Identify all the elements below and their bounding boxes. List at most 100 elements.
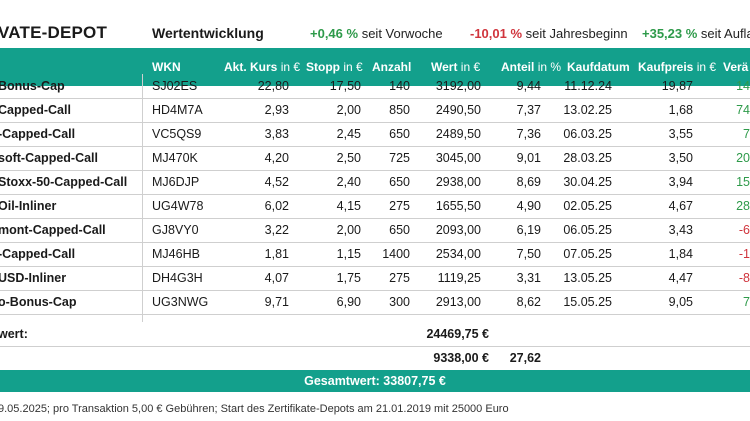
cell-wert: 3045,00: [435, 151, 481, 165]
cell-name: o-Bonus-Cap: [0, 295, 77, 309]
cell-anteil: 3,31: [516, 271, 541, 285]
cell-wert: 2938,00: [435, 175, 481, 189]
cell-name: -Capped-Call: [0, 127, 76, 141]
cell-datum: 15.05.25: [563, 295, 612, 309]
cash-percent: 27,62: [509, 351, 541, 365]
table-header: WKN Akt. Kurs in € Stopp in € Anzahl Wer…: [0, 48, 750, 86]
col-kaufpreis: Kaufpreis in €: [638, 60, 717, 74]
cell-anzahl: 275: [389, 271, 410, 285]
cell-datum: 11.12.24: [564, 79, 612, 93]
cell-ver: -8: [738, 271, 750, 285]
cell-preis: 9,05: [668, 295, 693, 309]
cash-value: 9338,00 €: [433, 351, 489, 365]
cash-row: 9338,00 € 27,62: [0, 346, 750, 371]
table-row: soft-Capped-Call MJ470K 4,20 2,50 725 3045,00…: [0, 146, 750, 171]
col-veraenderung: Verä: [723, 60, 749, 74]
launch-value: +35,23 %: [642, 26, 698, 41]
gesamtwert: Gesamtwert: 33807,75 €: [304, 374, 446, 388]
cell-name: Stoxx-50-Capped-Call: [0, 175, 128, 189]
depotwert-value: 24469,75 €: [426, 327, 489, 341]
table-row: Oil-Inliner UG4W78 6,02 4,15 275 1655,50 4,90 0…: [0, 194, 750, 219]
cell-ver: 20: [736, 151, 750, 165]
cell-kurs: 3,83: [264, 127, 289, 141]
depotwert-label: wert:: [0, 327, 28, 341]
cell-stopp: 1,75: [336, 271, 361, 285]
col-anteil: Anteil in %: [501, 60, 562, 74]
cell-preis: 4,67: [668, 199, 693, 213]
cell-wert: 2534,00: [435, 247, 481, 261]
cell-stopp: 17,50: [329, 79, 361, 93]
cell-wkn: UG4W78: [152, 199, 204, 213]
cell-datum: 07.05.25: [563, 247, 612, 261]
cell-anzahl: 650: [389, 127, 410, 141]
cell-wkn: MJ46HB: [152, 247, 200, 261]
week-text: seit Vorwoche: [361, 26, 443, 41]
name-column-divider: [142, 74, 143, 322]
cell-kurs: 4,20: [264, 151, 289, 165]
cell-ver: 14: [736, 79, 750, 93]
cell-anzahl: 140: [389, 79, 410, 93]
cell-anzahl: 1400: [382, 247, 410, 261]
cell-anteil: 9,44: [516, 79, 541, 93]
table-row: -Capped-Call MJ46HB 1,81 1,15 1400 2534,00 7,5…: [0, 242, 750, 267]
cell-ver: 7: [743, 295, 750, 309]
cell-preis: 4,47: [668, 271, 693, 285]
table-row: mont-Capped-Call GJ8VY0 3,22 2,00 650 2093,00…: [0, 218, 750, 243]
cell-datum: 06.03.25: [563, 127, 612, 141]
cell-wkn: UG3NWG: [152, 295, 209, 309]
cell-stopp: 1,15: [336, 247, 361, 261]
cell-wert: 2489,50: [435, 127, 481, 141]
cell-preis: 1,68: [668, 103, 693, 117]
cell-anzahl: 300: [389, 295, 410, 309]
cell-anteil: 7,37: [516, 103, 541, 117]
cell-anteil: 9,01: [516, 151, 541, 165]
cell-kurs: 3,22: [264, 223, 289, 237]
cell-wkn: MJ6DJP: [152, 175, 200, 189]
cell-kurs: 1,81: [264, 247, 289, 261]
cell-stopp: 2,40: [336, 175, 361, 189]
table-row: Capped-Call HD4M7A 2,93 2,00 850 2490,50 7,37 1…: [0, 98, 750, 123]
cell-wert: 1119,25: [437, 271, 481, 285]
cell-stopp: 2,45: [336, 127, 361, 141]
cell-name: Capped-Call: [0, 103, 71, 117]
performance-bar: VATE-DEPOT Wertentwicklung +0,46 % seit …: [0, 22, 750, 46]
col-stopp: Stopp in €: [306, 60, 363, 74]
cell-preis: 1,84: [668, 247, 693, 261]
ytd-performance: -10,01 % seit Jahresbeginn: [470, 26, 628, 41]
cell-preis: 3,50: [668, 151, 693, 165]
cell-wkn: VC5QS9: [152, 127, 202, 141]
cell-anteil: 4,90: [516, 199, 541, 213]
launch-performance: +35,23 % seit Aufla: [642, 26, 750, 41]
cell-wkn: MJ470K: [152, 151, 198, 165]
cell-anteil: 8,62: [516, 295, 541, 309]
cell-anteil: 6,19: [516, 223, 541, 237]
cell-anteil: 8,69: [516, 175, 541, 189]
cell-wert: 2093,00: [435, 223, 481, 237]
cell-kurs: 2,93: [264, 103, 289, 117]
week-value: +0,46 %: [310, 26, 359, 41]
cell-wert: 2490,50: [435, 103, 481, 117]
cell-datum: 13.02.25: [563, 103, 612, 117]
cell-datum: 06.05.25: [563, 223, 612, 237]
cell-wert: 2913,00: [435, 295, 481, 309]
cell-name: mont-Capped-Call: [0, 223, 106, 237]
cell-stopp: 2,00: [336, 223, 361, 237]
cell-kurs: 6,02: [264, 199, 289, 213]
week-performance: +0,46 % seit Vorwoche: [310, 26, 443, 41]
cell-anzahl: 850: [389, 103, 410, 117]
gesamtwert-bar: Gesamtwert: 33807,75 €: [0, 370, 750, 392]
cell-datum: 28.03.25: [563, 151, 612, 165]
cell-wkn: SJ02ES: [152, 79, 198, 93]
wertentwicklung-label: Wertentwicklung: [152, 25, 264, 41]
col-wkn: WKN: [152, 60, 181, 74]
table-row: USD-Inliner DH4G3H 4,07 1,75 275 1119,25 3,31 1…: [0, 266, 750, 291]
cell-name: soft-Capped-Call: [0, 151, 98, 165]
table-row: o-Bonus-Cap UG3NWG 9,71 6,90 300 2913,00 8,62 1…: [0, 290, 750, 315]
cell-anteil: 7,50: [516, 247, 541, 261]
cell-ver: 74: [736, 103, 750, 117]
cell-anzahl: 275: [389, 199, 410, 213]
cell-stopp: 2,50: [336, 151, 361, 165]
cell-datum: 13.05.25: [563, 271, 612, 285]
table-row: Stoxx-50-Capped-Call MJ6DJP 4,52 2,40 650 293…: [0, 170, 750, 195]
cell-preis: 19,87: [661, 79, 693, 93]
